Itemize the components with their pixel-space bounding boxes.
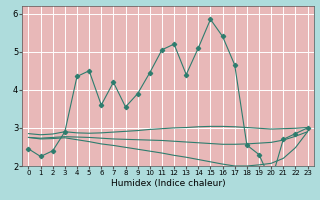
X-axis label: Humidex (Indice chaleur): Humidex (Indice chaleur) <box>111 179 225 188</box>
